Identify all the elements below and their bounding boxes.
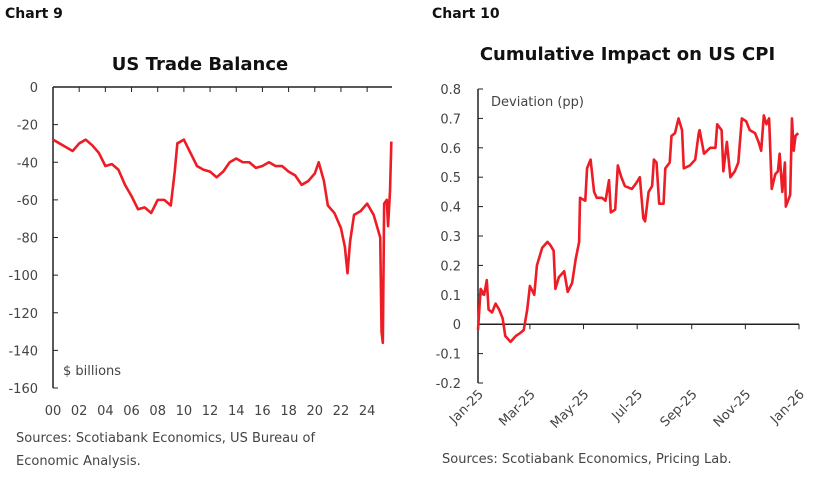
- x-tick-label: Sep-25: [658, 387, 701, 430]
- y-tick-label: -100: [8, 269, 38, 284]
- x-tick-label: 24: [359, 404, 376, 419]
- y-tick-label: 0.8: [440, 83, 461, 98]
- x-tick-label: 14: [228, 404, 245, 419]
- y-tick-label: 0.2: [440, 259, 461, 274]
- y-tick-label: -0.1: [436, 348, 461, 363]
- y-tick-label: -120: [8, 307, 38, 322]
- x-tick-label: 04: [97, 404, 114, 419]
- y-tick-label: 0: [30, 81, 38, 96]
- chart9-title: US Trade Balance: [111, 54, 289, 75]
- x-tick-label: 12: [202, 404, 219, 419]
- y-tick-label: -40: [17, 156, 38, 171]
- y-tick-label: -60: [17, 194, 38, 209]
- y-tick-label: 0.5: [440, 171, 461, 186]
- x-tick-label: Nov-25: [711, 387, 754, 430]
- chart9-source: Sources: Scotiabank Economics, US Bureau…: [16, 427, 315, 473]
- y-tick-label: 0.7: [440, 112, 461, 127]
- x-tick-label: Jul-25: [609, 387, 646, 424]
- chart10-label: Chart 10: [432, 6, 500, 22]
- y-tick-label: 0.3: [440, 230, 461, 245]
- y-tick-label: 0.6: [440, 142, 461, 157]
- unit-note: $ billions: [63, 364, 121, 379]
- x-tick-label: 18: [280, 404, 297, 419]
- cpi-impact-line: [476, 114, 800, 344]
- y-tick-label: -140: [8, 344, 38, 359]
- x-tick-label: Jan-26: [767, 387, 808, 428]
- x-tick-label: Mar-25: [496, 387, 538, 429]
- chart10-title: Cumulative Impact on US CPI: [479, 44, 776, 65]
- x-tick-label: 08: [149, 404, 166, 419]
- x-tick-label: 16: [254, 404, 271, 419]
- x-tick-label: 06: [123, 404, 140, 419]
- chart9-label: Chart 9: [5, 6, 63, 22]
- y-tick-label: 0.4: [440, 201, 461, 216]
- y-tick-label: -80: [17, 232, 38, 247]
- x-tick-label: 10: [176, 404, 193, 419]
- unit-note: Deviation (pp): [491, 95, 584, 110]
- source-line: Economic Analysis.: [16, 454, 141, 469]
- chart10-source: Sources: Scotiabank Economics, Pricing L…: [442, 452, 732, 467]
- x-tick-label: 02: [71, 404, 88, 419]
- x-tick-label: 22: [333, 404, 350, 419]
- x-tick-label: Jan-25: [446, 387, 487, 428]
- y-tick-label: -160: [8, 382, 38, 397]
- y-tick-label: -0.2: [436, 377, 461, 392]
- trade-balance-line: [52, 138, 393, 345]
- x-tick-label: 00: [45, 404, 62, 419]
- y-tick-label: -20: [17, 119, 38, 134]
- x-tick-label: May-25: [548, 387, 592, 431]
- x-tick-label: 20: [307, 404, 324, 419]
- source-line: Sources: Scotiabank Economics, US Bureau…: [16, 431, 316, 446]
- y-tick-label: 0: [453, 318, 461, 333]
- y-tick-label: 0.1: [440, 289, 461, 304]
